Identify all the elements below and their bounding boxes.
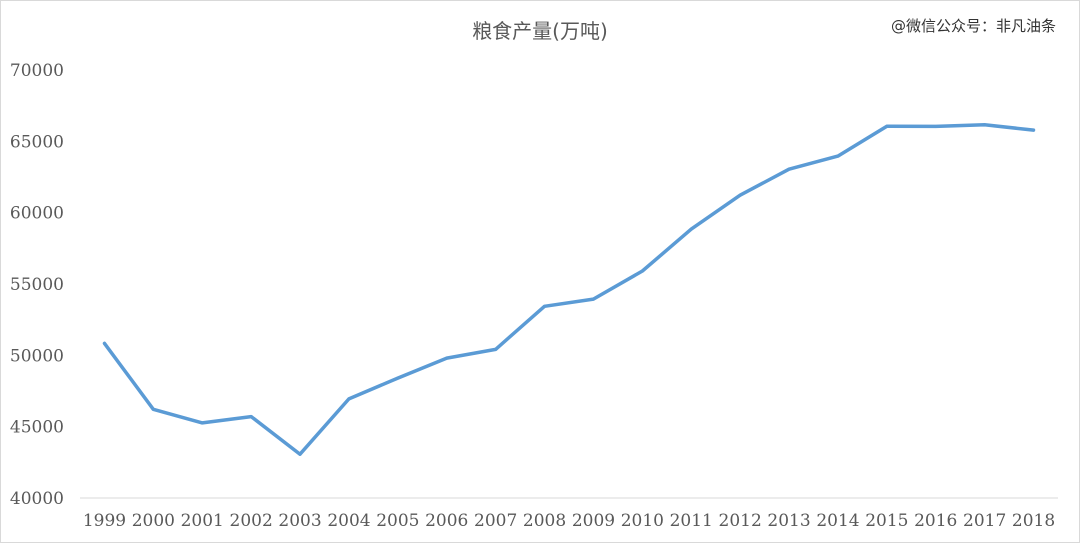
data-point (689, 227, 693, 231)
x-tick-label: 2017 (963, 511, 1006, 531)
y-tick-label: 70000 (10, 61, 64, 81)
data-point (151, 407, 155, 411)
data-point (738, 193, 742, 197)
y-tick-label: 40000 (10, 489, 64, 509)
x-tick-label: 2003 (278, 511, 321, 531)
y-tick-label: 65000 (10, 132, 64, 152)
data-point (102, 341, 106, 345)
data-point (494, 347, 498, 351)
x-tick-label: 2002 (230, 511, 273, 531)
x-tick-label: 2010 (621, 511, 664, 531)
data-point (885, 124, 889, 128)
y-axis-tick-labels: 40000 45000 50000 55000 60000 65000 70000 (10, 61, 64, 509)
data-point (787, 167, 791, 171)
x-tick-label: 2001 (181, 511, 224, 531)
data-point (591, 297, 595, 301)
x-tick-label: 2013 (767, 511, 810, 531)
data-point (396, 376, 400, 380)
x-tick-label: 2009 (572, 511, 615, 531)
data-point (249, 415, 253, 419)
data-point (983, 123, 987, 127)
series-line (102, 123, 1036, 456)
x-tick-label: 2016 (914, 511, 957, 531)
x-tick-label: 2006 (425, 511, 468, 531)
x-tick-label: 2014 (816, 511, 859, 531)
data-point (445, 356, 449, 360)
x-tick-label: 2004 (327, 511, 370, 531)
y-tick-label: 55000 (10, 275, 64, 295)
x-tick-label: 2005 (376, 511, 419, 531)
x-tick-label: 2018 (1012, 511, 1055, 531)
x-tick-label: 2000 (132, 511, 175, 531)
data-point (200, 421, 204, 425)
series-points (102, 123, 1036, 456)
x-tick-label: 2007 (474, 511, 517, 531)
data-point (543, 304, 547, 308)
chart-title: 粮食产量(万吨) (472, 19, 608, 43)
data-point (347, 397, 351, 401)
data-point (640, 269, 644, 273)
x-tick-label: 1999 (83, 511, 126, 531)
x-axis-tick-labels: 1999 2000 2001 2002 2003 2004 2005 2006 2007 2008… (83, 511, 1055, 531)
y-tick-label: 60000 (10, 204, 64, 224)
y-tick-label: 50000 (10, 346, 64, 366)
x-tick-label: 2012 (719, 511, 762, 531)
data-point (1032, 128, 1036, 132)
x-tick-label: 2011 (670, 511, 713, 531)
data-point (298, 452, 302, 456)
x-tick-label: 2015 (865, 511, 908, 531)
data-point (934, 124, 938, 128)
x-tick-label: 2008 (523, 511, 566, 531)
y-tick-label: 45000 (10, 418, 64, 438)
watermark-text: @微信公众号：非凡油条 (891, 17, 1056, 35)
data-point (836, 154, 840, 158)
